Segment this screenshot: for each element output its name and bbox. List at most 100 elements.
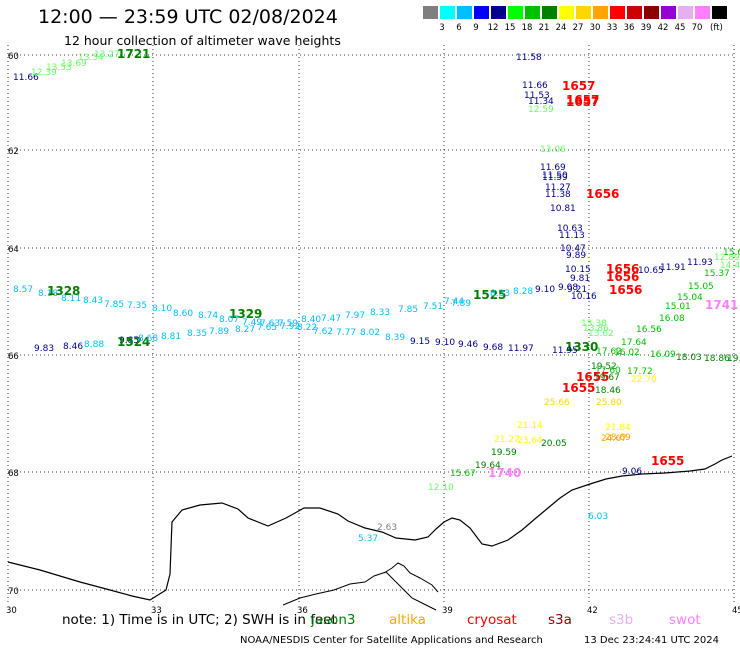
wave-height-label: 22.70: [631, 375, 657, 385]
wave-height-label: 8.46: [63, 342, 83, 352]
wave-height-label: 8.22: [297, 323, 317, 333]
wave-height-label: 1656: [586, 187, 619, 201]
wave-height-label: 15.37: [704, 269, 730, 279]
wave-height-label: 17.72: [627, 367, 653, 377]
wave-height-label: 15.67: [723, 248, 740, 258]
wave-height-label: 8.81: [161, 332, 181, 342]
wave-height-label: 7.85: [104, 300, 124, 310]
wave-height-label: 9.68: [483, 343, 503, 353]
wave-height-label: 11.34: [528, 97, 554, 107]
wave-height-label: 28.69: [605, 433, 631, 443]
wave-height-label: 13.62: [588, 329, 614, 339]
longitude-tick-label: 36: [297, 606, 308, 616]
wave-height-label: 14.47: [720, 261, 740, 271]
wave-height-label: 11.13: [559, 231, 585, 241]
latitude-tick-label: 68: [8, 469, 19, 479]
colorbar-cell: [593, 6, 609, 19]
colorbar-cell: [474, 6, 490, 19]
wave-height-label: 1655: [651, 454, 684, 468]
wave-height-label: 10.47: [560, 244, 586, 254]
wave-height-label: 19.53: [727, 354, 740, 364]
wave-height-label: 1657: [566, 95, 599, 109]
wave-height-label: 1657: [562, 79, 595, 93]
white-sea-shore: [282, 571, 437, 611]
colorbar-label: 36: [623, 23, 635, 33]
wave-height-label: 8.33: [370, 308, 390, 318]
latitude-tick-label: 70: [8, 587, 19, 597]
wave-height-label: 2.63: [377, 523, 397, 533]
colorbar-cell: [542, 6, 558, 19]
colorbar-label: 21: [538, 23, 550, 33]
wave-height-label: 11.91: [660, 263, 686, 273]
wave-height-label: 8.74: [198, 311, 218, 321]
wave-height-label: 1657: [566, 93, 599, 107]
wave-height-label: 17.60: [595, 366, 621, 376]
wave-height-label: 1329: [229, 307, 262, 321]
wave-height-label: 8.07: [219, 315, 239, 325]
wave-height-label: 15.67: [450, 469, 476, 479]
white-sea-inlet: [383, 562, 439, 593]
wave-height-label: 7.65: [257, 323, 277, 333]
colorbar-cell: [559, 6, 575, 19]
wave-height-label: 1741: [705, 298, 738, 312]
wave-height-label: 10.81: [550, 204, 576, 214]
wave-height-label: 9.08: [558, 283, 578, 293]
wave-height-label: 8.60: [173, 309, 193, 319]
wave-height-label: 9.06: [622, 467, 642, 477]
wave-height-label: 18.86: [704, 354, 730, 364]
wave-height-label: 21.84: [605, 423, 631, 433]
wave-height-label: 1525: [473, 288, 506, 302]
axis-tick-labels: 60 62 64 66 68 70 30 33 36 39 42 45: [6, 52, 740, 616]
wave-height-label: 16.09: [650, 350, 676, 360]
wave-height-label: 11.58: [516, 53, 542, 63]
colorbar-unit-label: (ft): [710, 23, 723, 33]
satellite-legend-item: s3a: [548, 612, 572, 628]
wave-height-label: 7.51: [423, 302, 443, 312]
colorbar-cell: [610, 6, 626, 19]
wave-height-label: 1655: [576, 370, 609, 384]
wave-height-label: 19.67: [594, 373, 620, 383]
satellite-legend-item: altika: [389, 612, 426, 628]
wave-height-label: 7.77: [336, 328, 356, 338]
wave-height-label: 10.15: [565, 265, 591, 275]
wave-height-label: 7.97: [345, 311, 365, 321]
wave-height-label: 8.18: [38, 289, 58, 299]
wave-height-label: 16.08: [659, 314, 685, 324]
latitude-tick-label: 60: [8, 52, 19, 62]
wave-height-label: 20.05: [541, 439, 567, 449]
colorbar-label: 24: [555, 23, 567, 33]
wave-height-label: 8.88: [84, 340, 104, 350]
wave-height-label: 1330: [565, 340, 598, 354]
colorbar-cell: [712, 6, 728, 19]
latitude-tick-label: 64: [8, 245, 19, 255]
wave-height-label: 8.28: [513, 287, 533, 297]
wave-height-label: 12.89: [714, 253, 740, 263]
longitude-tick-label: 45: [732, 606, 740, 616]
colorbar-label: 30: [589, 23, 601, 33]
wave-height-label: 25.80: [596, 398, 622, 408]
colorbar-cell: [661, 6, 677, 19]
wave-height-label: 12.10: [428, 483, 454, 493]
wave-height-label: 13.06: [540, 145, 566, 155]
wave-height-label: 8.11: [61, 294, 81, 304]
wave-height-label: 23.64: [517, 436, 543, 446]
footer-generated-time: 13 Dec 23:24:41 UTC 2024: [584, 635, 719, 646]
wave-height-label: 11.59: [542, 173, 568, 183]
wave-height-label: 7.62: [313, 327, 333, 337]
wave-height-label: 7.63: [260, 319, 280, 329]
wave-height-label: 9.83: [34, 344, 54, 354]
wave-height-label: 9.10: [535, 285, 555, 295]
wave-height-label: 11.93: [687, 258, 713, 268]
colorbar-label: 27: [572, 23, 584, 33]
colorbar-label: 45: [674, 23, 686, 33]
colorbar-label: 6: [456, 23, 462, 33]
wave-height-label: 1656: [606, 262, 639, 276]
wave-height-label: 15.04: [677, 293, 703, 303]
wave-height-label: 1656: [609, 283, 642, 297]
wave-height-label: 15.01: [665, 302, 691, 312]
wave-height-label: 8.40: [301, 315, 321, 325]
wave-height-label: 6.03: [588, 512, 608, 522]
wave-height-label: 5.37: [358, 534, 378, 544]
